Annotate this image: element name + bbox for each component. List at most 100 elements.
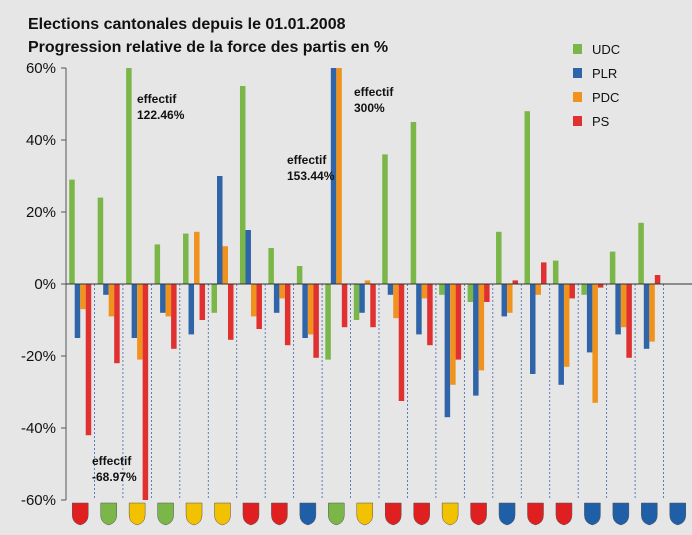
legend: UDC PLR PDC PS [573, 42, 620, 129]
canton-flag-icon [100, 502, 117, 526]
legend-label-ps: PS [592, 114, 610, 129]
bar-udc-18 [552, 260, 559, 284]
bar-plr-9 [302, 284, 308, 338]
bar-plr-4 [160, 284, 166, 313]
bar-pdc-18 [563, 284, 570, 367]
canton-flag-icon [669, 502, 687, 526]
legend-swatch-pdc [573, 92, 582, 102]
canton-flag-icon [271, 502, 288, 526]
canton-flag-icon [612, 502, 630, 526]
canton-flag-icon [384, 502, 402, 526]
bar-plr-18 [558, 284, 564, 385]
bar-udc-13 [410, 122, 417, 284]
legend-label-pdc: PDC [592, 90, 619, 105]
bar-pdc-10 [336, 68, 342, 284]
canton-flag-icon [185, 502, 203, 526]
category-separators [94, 284, 664, 500]
annotation-label: effectif [137, 92, 177, 106]
annotation-value: 153.44% [287, 169, 335, 183]
bar-plr-15 [473, 284, 479, 396]
canton-flag-icon [157, 502, 174, 526]
bar-plr-16 [501, 284, 508, 317]
bar-udc-12 [382, 154, 388, 284]
y-tick-label: -60% [21, 492, 56, 509]
annotations: effectif -68.97% effectif 122.46% effectif 15… [92, 85, 394, 484]
bar-pdc-7 [250, 284, 257, 317]
bar-udc-7 [239, 86, 246, 284]
bar-pdc-3 [137, 284, 143, 360]
bar-ps-17 [541, 262, 547, 284]
bar-ps-4 [171, 284, 177, 349]
bar-pdc-5 [194, 231, 200, 284]
bar-plr-13 [416, 284, 422, 335]
canton-flag-icon [441, 502, 459, 526]
bar-pdc-16 [507, 284, 513, 313]
bar-ps-3 [142, 284, 149, 500]
bar-ps-19 [597, 284, 604, 288]
y-tick-label: 0% [34, 276, 56, 293]
bar-udc-14 [439, 284, 445, 295]
bar-ps-16 [512, 280, 519, 284]
bar-udc-9 [296, 266, 303, 284]
canton-flag-icon [584, 502, 601, 526]
bar-pdc-17 [535, 284, 541, 295]
legend-label-udc: UDC [592, 42, 620, 57]
annotation-value: -68.97% [92, 470, 137, 484]
bar-pdc-12 [393, 284, 399, 319]
canton-flag-icon [555, 502, 573, 526]
canton-flag-icon [356, 502, 374, 526]
bar-ps-20 [626, 284, 632, 358]
y-tick-label: -20% [21, 348, 56, 365]
canton-flag-icon [498, 502, 516, 526]
bar-ps-5 [199, 284, 206, 320]
canton-flag-icon [413, 502, 430, 526]
canton-flag-icon [214, 502, 231, 526]
bar-udc-20 [609, 251, 616, 284]
bar-pdc-13 [421, 284, 428, 299]
bar-ps-8 [284, 284, 291, 346]
bar-ps-12 [398, 284, 405, 401]
bar-udc-5 [183, 233, 189, 284]
bar-plr-12 [387, 284, 394, 295]
legend-label-plr: PLR [592, 66, 617, 81]
bar-plr-21 [643, 284, 650, 349]
canton-flag-icon [242, 502, 260, 526]
bar-udc-16 [496, 231, 502, 284]
bar-plr-5 [188, 284, 195, 335]
bar-series [69, 68, 661, 500]
annotation-label: effectif [287, 153, 327, 167]
canton-flag-icon [299, 502, 317, 526]
y-tick-label: -40% [21, 420, 56, 437]
bar-pdc-1 [80, 284, 86, 310]
bar-plr-14 [444, 284, 451, 418]
bar-ps-7 [256, 284, 262, 329]
bar-udc-11 [353, 284, 360, 320]
bar-udc-6 [211, 284, 217, 313]
bar-plr-19 [586, 284, 593, 353]
legend-swatch-plr [573, 68, 582, 78]
canton-flag-icon [328, 502, 345, 526]
legend-swatch-ps [573, 116, 582, 126]
annotation-value: 122.46% [137, 108, 185, 122]
bar-ps-11 [370, 284, 376, 328]
bar-plr-1 [74, 284, 81, 338]
bar-ps-9 [313, 284, 319, 358]
bar-udc-17 [524, 111, 530, 284]
canton-flag-icon [71, 502, 89, 526]
bar-pdc-4 [165, 284, 172, 317]
axes [65, 68, 692, 500]
chart-title: Elections cantonales depuis le 01.01.200… [28, 16, 346, 33]
bar-ps-13 [427, 284, 433, 346]
bar-ps-14 [455, 284, 462, 360]
bar-udc-15 [467, 284, 474, 302]
canton-flag-icon [527, 502, 544, 526]
bar-pdc-6 [222, 246, 228, 284]
bar-pdc-15 [478, 284, 485, 371]
bar-udc-3 [126, 68, 132, 284]
bar-udc-10 [325, 284, 331, 360]
bar-plr-8 [273, 284, 280, 313]
bar-plr-17 [530, 284, 536, 374]
bar-pdc-8 [279, 284, 285, 299]
